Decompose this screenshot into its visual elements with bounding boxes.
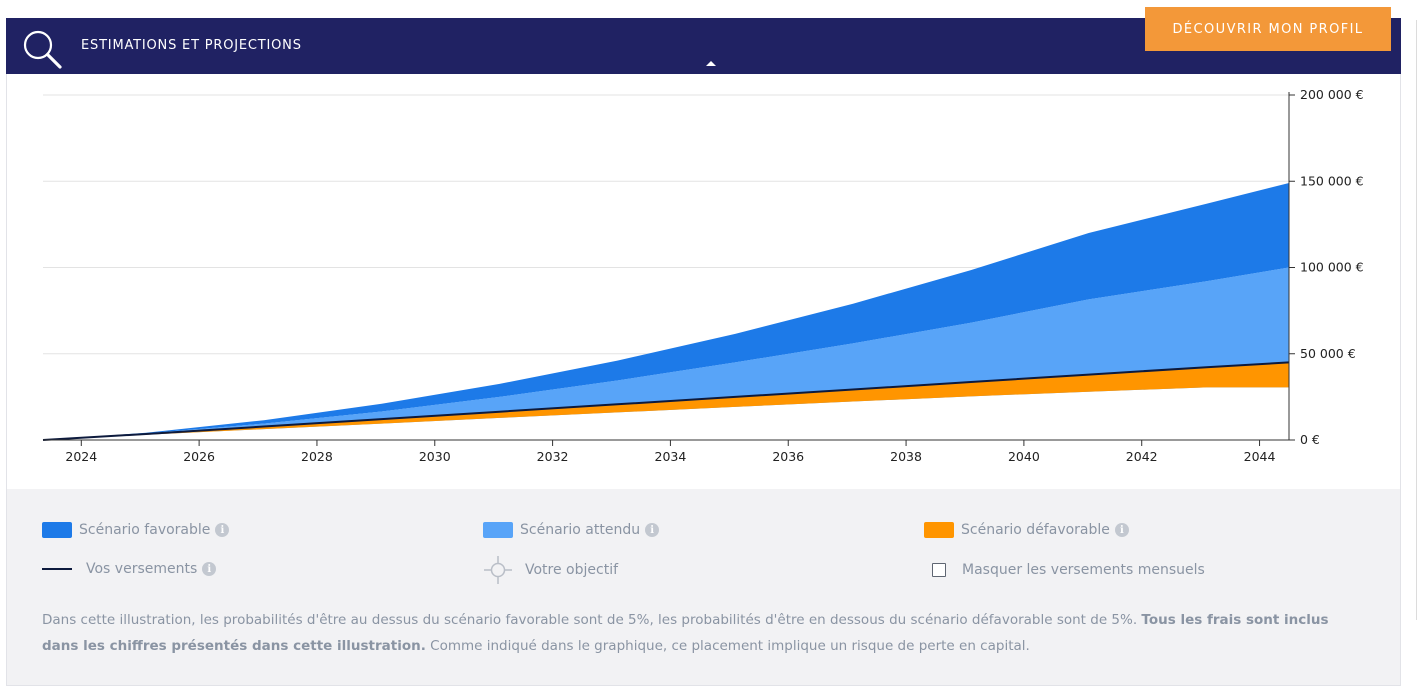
area-attendu-upper [43, 267, 1289, 440]
x-tick-label: 2032 [537, 449, 569, 464]
y-tick-label: 0 € [1300, 432, 1320, 447]
discover-profile-button[interactable]: DÉCOUVRIR MON PROFIL [1145, 7, 1391, 51]
disclaimer-text: Dans cette illustration, les probabilité… [42, 612, 1142, 628]
legend-attendu-label: Scénario attendu [520, 522, 641, 538]
y-tick-label: 100 000 € [1300, 260, 1364, 275]
hide-monthly-toggle[interactable]: Masquer les versements mensuels [932, 562, 1205, 578]
info-icon[interactable]: i [202, 562, 217, 576]
info-icon[interactable]: i [645, 523, 660, 537]
y-tick-label: 50 000 € [1300, 346, 1356, 361]
favorable-swatch [42, 522, 72, 538]
x-tick-label: 2034 [655, 449, 687, 464]
legend-objectif-label: Votre objectif [525, 562, 619, 578]
x-tick-label: 2040 [1008, 449, 1040, 464]
x-tick-label: 2044 [1244, 449, 1276, 464]
legend-favorable: Scénario favorable i [42, 522, 230, 538]
x-tick-label: 2036 [772, 449, 804, 464]
versements-line-swatch [42, 568, 72, 570]
x-tick-label: 2042 [1126, 449, 1158, 464]
x-tick-label: 2028 [301, 449, 333, 464]
x-tick-label: 2026 [183, 449, 215, 464]
legend-favorable-label: Scénario favorable [79, 522, 211, 538]
x-axis-ticks: 2024 2026 2028 2030 2032 2034 2036 2038 2040 2042… [65, 440, 1275, 464]
search-icon [23, 30, 62, 69]
legend-versements: Vos versements i [42, 561, 217, 577]
legend-objectif: Votre objectif [483, 555, 618, 585]
x-tick-label: 2030 [419, 449, 451, 464]
disclaimer-fees: Tous les frais sont inclus dans les chif… [42, 612, 1329, 654]
page-scrollbar-track[interactable] [1416, 20, 1417, 620]
disclaimer-risk: Comme indiqué dans le graphique, ce plac… [425, 638, 1030, 654]
x-tick-label: 2024 [65, 449, 97, 464]
y-tick-label: 150 000 € [1300, 173, 1364, 188]
x-tick-label: 2038 [890, 449, 922, 464]
legend-defavorable-label: Scénario défavorable [961, 522, 1110, 538]
legend-versements-label: Vos versements [86, 561, 198, 577]
legend-panel: Scénario favorable i Scénario attendu i … [7, 489, 1400, 685]
line-versements [42, 361, 1290, 441]
legend-defavorable: Scénario défavorable i [924, 522, 1129, 538]
chart-axes [43, 92, 1290, 441]
crosshair-icon [484, 556, 512, 584]
legend-attendu: Scénario attendu i [483, 522, 660, 538]
chart-areas [42, 183, 1290, 441]
hide-monthly-checkbox[interactable] [932, 563, 946, 577]
y-tick-label: 200 000 € [1300, 87, 1364, 102]
attendu-swatch [483, 522, 513, 538]
defavorable-swatch [924, 522, 954, 538]
header-title: ESTIMATIONS ET PROJECTIONS [81, 38, 302, 53]
caret-up-icon[interactable] [706, 61, 716, 66]
info-icon[interactable]: i [215, 523, 230, 537]
hide-monthly-label: Masquer les versements mensuels [962, 562, 1205, 578]
info-icon[interactable]: i [1114, 523, 1129, 537]
disclaimer: Dans cette illustration, les probabilité… [42, 607, 1362, 659]
projection-chart: 2024 2026 2028 2030 2032 2034 2036 2038 2040 2042… [42, 87, 1364, 464]
y-axis-ticks: 0 € 50 000 € 100 000 € 150 000 € 200 000 € [1289, 87, 1364, 447]
